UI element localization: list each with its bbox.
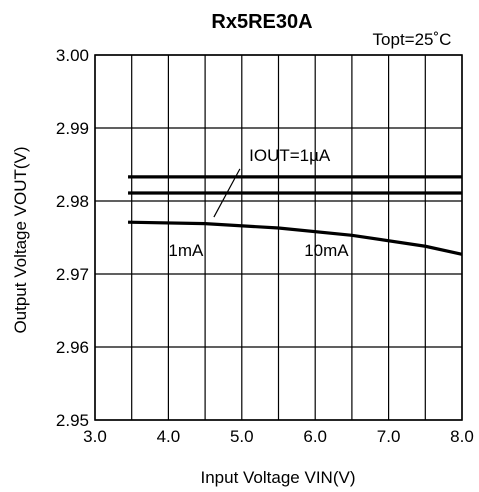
plot-frame bbox=[94, 54, 463, 421]
y-tick-label: 2.95 bbox=[56, 411, 89, 430]
annotation-label: 10mA bbox=[304, 241, 349, 260]
y-tick-label: 2.97 bbox=[56, 265, 89, 284]
annotations: IOUT=1µA 1mA 10mA bbox=[168, 146, 349, 260]
y-axis-label: Output Voltage VOUT(V) bbox=[11, 146, 30, 333]
x-tick-label: 5.0 bbox=[230, 427, 254, 446]
x-tick-label: 7.0 bbox=[377, 427, 401, 446]
chart-title: Rx5RE30A bbox=[211, 11, 312, 33]
grid bbox=[94, 54, 463, 421]
x-tick-label: 6.0 bbox=[303, 427, 327, 446]
y-tick-label: 2.98 bbox=[56, 192, 89, 211]
condition-label: Topt=25˚C bbox=[373, 30, 452, 49]
y-tick-label: 2.99 bbox=[56, 119, 89, 138]
annotation-label: 1mA bbox=[168, 241, 204, 260]
annotation-label: IOUT=1µA bbox=[249, 146, 331, 165]
x-tick-label: 4.0 bbox=[157, 427, 181, 446]
y-tick-label: 2.96 bbox=[56, 338, 89, 357]
tick-labels: 3.0 4.0 5.0 6.0 7.0 8.0 3.00 2.99 2.98 2.97 2.96 2.… bbox=[56, 46, 474, 446]
y-tick-label: 3.00 bbox=[56, 46, 89, 65]
annotation-leader bbox=[213, 168, 241, 218]
series-line bbox=[127, 220, 463, 256]
series-lines bbox=[127, 175, 463, 256]
x-tick-label: 3.0 bbox=[83, 427, 107, 446]
x-axis-label: Input Voltage VIN(V) bbox=[201, 468, 356, 487]
x-tick-label: 8.0 bbox=[450, 427, 474, 446]
